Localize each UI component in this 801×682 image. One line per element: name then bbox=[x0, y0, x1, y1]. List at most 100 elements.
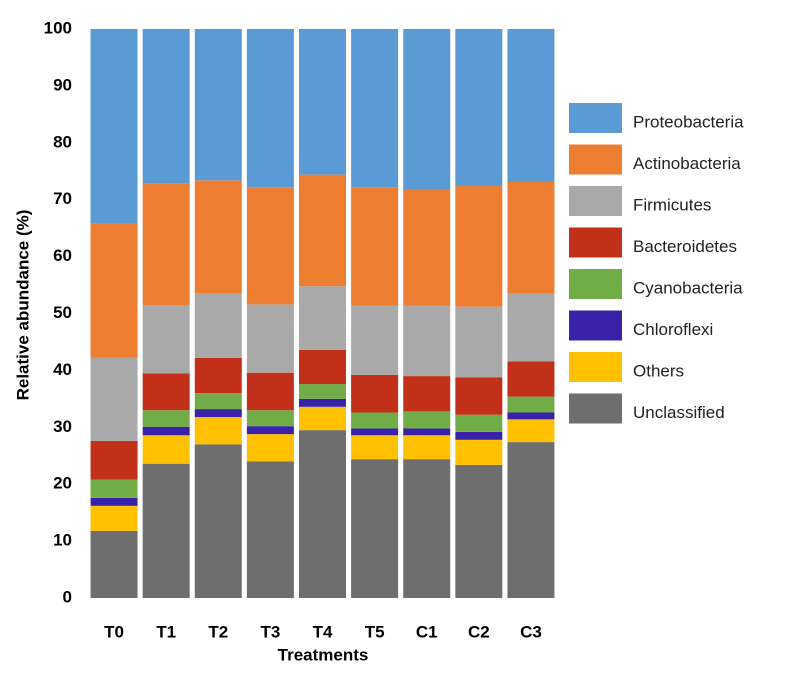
bar-segment bbox=[142, 435, 190, 464]
bar-segment bbox=[90, 479, 138, 498]
bar-segment bbox=[194, 293, 242, 358]
bar-segment bbox=[403, 428, 451, 436]
bar-segment bbox=[299, 286, 346, 350]
bar-segment bbox=[194, 29, 242, 181]
bar-segment bbox=[455, 414, 503, 432]
bar-segment bbox=[403, 305, 451, 377]
bar-segment bbox=[507, 396, 555, 413]
bar-segment bbox=[455, 29, 503, 187]
bar-segment bbox=[403, 189, 451, 306]
bar-segment bbox=[507, 412, 555, 420]
bar-segment bbox=[194, 357, 242, 394]
bar-segment bbox=[455, 186, 503, 307]
bar-segment bbox=[403, 29, 451, 190]
bar-segment bbox=[246, 29, 294, 188]
bar-segment bbox=[142, 304, 190, 374]
bar-segment bbox=[246, 410, 294, 427]
bar-segment bbox=[455, 464, 503, 598]
y-tick-label: 60 bbox=[53, 246, 72, 265]
bar-segment bbox=[351, 412, 399, 429]
bar-segment bbox=[194, 409, 242, 418]
bar-segment bbox=[507, 442, 555, 598]
y-tick-label: 70 bbox=[53, 189, 72, 208]
legend-swatch bbox=[569, 310, 622, 341]
legend-label: Chloroflexi bbox=[633, 320, 713, 339]
bar-segment bbox=[299, 29, 346, 175]
bar-segment bbox=[90, 29, 138, 224]
bar-segment bbox=[455, 431, 503, 440]
bar-segment bbox=[351, 305, 399, 375]
bar-segment bbox=[142, 373, 190, 411]
x-axis-label: Treatments bbox=[278, 645, 369, 664]
bar-segment bbox=[142, 426, 190, 436]
y-tick-label: 10 bbox=[53, 531, 72, 550]
x-tick-label: T4 bbox=[313, 622, 333, 641]
legend-label: Actinobacteria bbox=[633, 154, 741, 173]
x-tick-label: T1 bbox=[156, 622, 176, 641]
bar-segment bbox=[507, 29, 555, 182]
bar-segment bbox=[299, 349, 346, 385]
legend-swatch bbox=[569, 352, 622, 382]
bar-segment bbox=[90, 505, 138, 531]
y-tick-label: 30 bbox=[53, 417, 72, 436]
bar-segment bbox=[246, 461, 294, 598]
bar-segment bbox=[351, 435, 399, 460]
bar-segment bbox=[351, 29, 399, 188]
legend-swatch bbox=[569, 393, 622, 424]
legend-swatch bbox=[569, 186, 622, 216]
bar-segment bbox=[246, 426, 294, 435]
y-tick-label: 20 bbox=[53, 474, 72, 493]
legend-label: Bacteroidetes bbox=[633, 237, 737, 256]
bar-segment bbox=[142, 463, 190, 598]
y-tick-label: 0 bbox=[63, 587, 72, 606]
y-tick-label: 100 bbox=[44, 18, 72, 37]
bar-segment bbox=[90, 357, 138, 441]
y-tick-label: 90 bbox=[53, 75, 72, 94]
legend-label: Others bbox=[633, 361, 684, 380]
bar-segment bbox=[403, 411, 451, 429]
bar-segment bbox=[455, 377, 503, 415]
legend-swatch bbox=[569, 103, 622, 133]
bar-segment bbox=[351, 187, 399, 306]
legend-label: Proteobacteria bbox=[633, 112, 744, 131]
bar-segment bbox=[194, 444, 242, 598]
bar-segment bbox=[299, 430, 346, 598]
bar-segment bbox=[507, 181, 555, 294]
bar-segment bbox=[142, 29, 190, 184]
x-tick-label: C1 bbox=[416, 622, 438, 641]
bar-segment bbox=[403, 376, 451, 412]
y-tick-label: 50 bbox=[53, 303, 72, 322]
bar-segment bbox=[142, 183, 190, 305]
bar-segment bbox=[455, 306, 503, 378]
bar-segment bbox=[299, 398, 346, 407]
bar-segment bbox=[351, 428, 399, 436]
legend-swatch bbox=[569, 144, 622, 175]
bar-segment bbox=[455, 439, 503, 465]
bar-segment bbox=[507, 293, 555, 362]
bar-segment bbox=[246, 187, 294, 305]
legend-label: Cyanobacteria bbox=[633, 278, 743, 297]
bar-segment bbox=[299, 174, 346, 287]
bar-segment bbox=[507, 361, 555, 397]
x-tick-label: C2 bbox=[468, 622, 490, 641]
bar-segment bbox=[246, 372, 294, 411]
bar-segment bbox=[299, 406, 346, 431]
bar-segment bbox=[90, 440, 138, 480]
y-tick-label: 40 bbox=[53, 360, 72, 379]
bar-segment bbox=[507, 419, 555, 443]
bar-segment bbox=[194, 393, 242, 410]
x-tick-label: T5 bbox=[365, 622, 385, 641]
legend-swatch bbox=[569, 227, 622, 258]
bar-segment bbox=[142, 410, 190, 427]
bar-segment bbox=[351, 374, 399, 413]
bar-segment bbox=[90, 223, 138, 358]
bar-segment bbox=[403, 435, 451, 460]
y-axis-label: Relative abundance (%) bbox=[13, 210, 32, 401]
bar-segment bbox=[351, 459, 399, 598]
bar-segment bbox=[90, 530, 138, 598]
bar-segment bbox=[403, 459, 451, 598]
legend-swatch bbox=[569, 269, 622, 299]
bar-segment bbox=[299, 384, 346, 399]
bar-segment bbox=[246, 434, 294, 462]
